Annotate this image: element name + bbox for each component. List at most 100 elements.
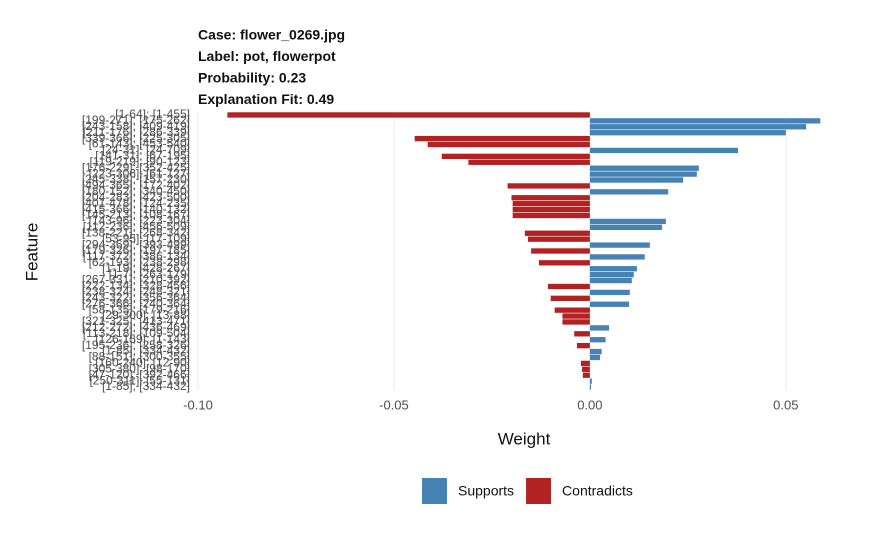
y-tick-label: [180-152]; [340-450] [82, 184, 190, 198]
bar [589, 378, 592, 384]
bar [531, 248, 590, 254]
header-line: Explanation Fit: 0.49 [198, 91, 334, 107]
bar [512, 212, 590, 219]
y-tick-label: [294-369]; [393-499] [82, 237, 190, 251]
y-tick-label: [141-31]; [67-195] [95, 149, 190, 163]
y-tick-label: [223-306]; [61-127] [89, 166, 190, 180]
y-tick-label: [61-143]; [453-540] [89, 137, 190, 151]
bar [589, 254, 645, 260]
bar [589, 348, 602, 355]
bar [589, 384, 592, 390]
bar [554, 307, 590, 313]
bar [589, 325, 610, 331]
y-tick-label: [243-322]; [356-364] [82, 290, 190, 304]
y-tick-label: [29-300]; [13-88] [102, 308, 190, 322]
y-tick-label: [267-331]; [210-392] [82, 273, 190, 287]
y-tick-label: [1-64]; [1-455] [115, 107, 190, 121]
x-tick-label: -0.10 [183, 397, 213, 412]
y-tick-label: [415-366]; [140-132] [82, 202, 190, 216]
y-tick-label: [276-366]; [240-364] [82, 296, 190, 310]
y-tick-label: [211-176]; [286-339] [83, 125, 190, 139]
y-tick-label: [195-236]; [258-326] [82, 338, 190, 352]
y-tick-label: [126-159]; [1-143] [95, 332, 190, 346]
bar [550, 295, 590, 301]
bar [227, 112, 590, 118]
y-tick-label: [339-366]; [225-305] [82, 131, 190, 145]
y-tick-label: [222-134]; [328-456] [82, 279, 190, 293]
y-tick-label: [179-326]; [197-185] [82, 243, 190, 257]
y-tick-label: [250-311]; [55-131] [89, 373, 190, 387]
bar [589, 242, 650, 248]
y-tick-label: [145-213]; [108-167] [82, 208, 190, 222]
bar [574, 331, 590, 337]
y-tick-label: [160-240]; [12-90] [95, 356, 190, 370]
y-tick-label: [117-372]; [386-134] [83, 249, 190, 263]
legend-swatch [422, 478, 447, 504]
bar [562, 313, 590, 319]
y-tick-label: [24-31]; [24-709] [102, 143, 190, 157]
bar [589, 354, 601, 361]
bar [576, 342, 590, 349]
y-tick-label: [58-135]; [179-216] [89, 302, 190, 316]
y-tick-label: [305-380]; [98-170] [89, 361, 190, 375]
y-tick-label: [245-338]; [157-230] [82, 172, 190, 186]
y-tick-label: [494-365]; [172-402] [82, 178, 190, 192]
x-tick-label: 0.00 [577, 397, 602, 412]
header-line: Label: pot, flowerpot [198, 48, 336, 64]
bar [589, 147, 739, 154]
bar [589, 289, 630, 296]
y-tick-label: [1-85]; [334-432] [102, 344, 190, 358]
bar [527, 236, 590, 242]
y-tick-label: [119-219]; [90-123] [89, 154, 190, 168]
bar [468, 159, 590, 165]
legend-label: Contradicts [562, 483, 633, 499]
y-tick-label: [401-478]; [124-235] [82, 196, 190, 210]
bar [538, 260, 590, 266]
x-tick-label: -0.05 [379, 397, 409, 412]
legend-label: Supports [458, 483, 514, 499]
y-tick-label: [62-193]; [238-298] [89, 255, 190, 269]
y-tick-label: [1-7]; [263-179] [109, 267, 190, 281]
bar [580, 360, 590, 367]
header-line: Case: flower_0269.jpg [198, 27, 345, 43]
bar [562, 319, 590, 325]
bar [589, 271, 634, 278]
y-tick-label: [138-221]; [268-342] [82, 225, 190, 239]
bar [589, 124, 807, 130]
bar [507, 183, 590, 189]
y-tick-label: [243-158]; [409-419] [82, 119, 190, 133]
bar [589, 130, 786, 136]
bar [511, 195, 590, 201]
bar [589, 337, 606, 343]
x-tick-label: 0.05 [773, 397, 798, 412]
bar [582, 372, 590, 378]
y-tick-label: [113-218]; [109-504] [83, 326, 190, 340]
bar [589, 277, 632, 284]
y-tick-label: [47-120]; [392-466] [89, 367, 190, 381]
bar [589, 118, 821, 124]
y-tick-label: [1-85]; [334-432] [102, 379, 190, 393]
bar [589, 165, 699, 171]
bar [427, 141, 590, 148]
y-tick-label: [238-324]; [248-321] [82, 285, 190, 299]
bar [414, 135, 590, 142]
bar [547, 283, 590, 290]
bar [441, 153, 590, 160]
bar [512, 201, 590, 207]
y-axis-title: Feature [22, 223, 41, 282]
bar [512, 206, 590, 213]
y-tick-label: [176-229]; [352-425] [82, 160, 190, 174]
bar [589, 218, 666, 225]
bar [589, 301, 630, 307]
bar [589, 224, 662, 231]
bar [524, 230, 590, 236]
y-tick-label: [321-325]; [413-471] [82, 314, 190, 328]
y-tick-label: [143-96]; [223-304] [89, 214, 190, 228]
legend-swatch [526, 478, 552, 504]
bar [589, 171, 697, 177]
x-axis-title: Weight [498, 429, 551, 448]
y-tick-label: [53-95]; [17-109] [102, 231, 190, 245]
bar [582, 366, 590, 372]
y-tick-label: [204-283]; [423-500] [82, 190, 190, 204]
